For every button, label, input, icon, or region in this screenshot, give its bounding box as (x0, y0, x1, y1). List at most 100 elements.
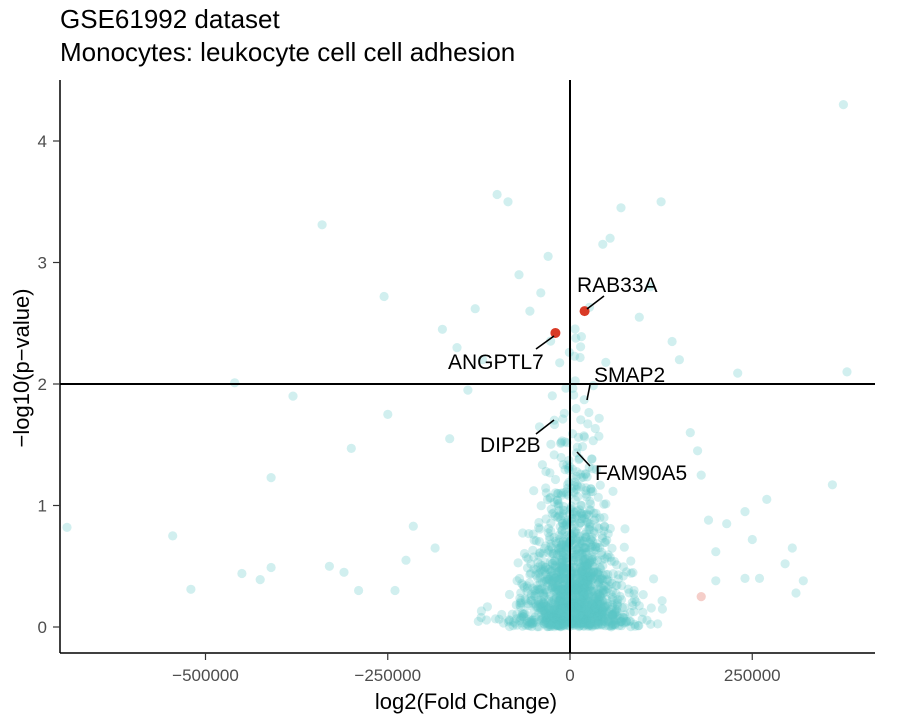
data-point (545, 605, 555, 615)
data-point (581, 594, 591, 604)
data-point (645, 282, 655, 292)
data-point (573, 579, 583, 589)
data-point (539, 599, 549, 609)
data-point (561, 549, 571, 559)
data-point (553, 489, 563, 499)
data-point (571, 550, 581, 560)
data-point (594, 413, 604, 423)
data-point (525, 306, 535, 316)
data-point (538, 605, 548, 615)
data-point (570, 583, 581, 593)
data-point (592, 599, 602, 609)
data-point (603, 598, 613, 609)
data-point (585, 605, 595, 615)
data-point (587, 561, 597, 571)
data-point (556, 597, 566, 607)
data-point (515, 600, 525, 610)
data-point (597, 533, 608, 543)
data-point (573, 615, 583, 625)
data-point (600, 537, 611, 548)
data-point (572, 586, 582, 596)
data-point (573, 583, 584, 593)
data-point (549, 618, 559, 628)
data-point (354, 585, 364, 596)
data-point (552, 620, 562, 630)
data-point (552, 620, 562, 630)
data-point (547, 548, 557, 558)
data-point (541, 483, 551, 493)
data-point (593, 616, 603, 627)
data-point (604, 607, 614, 617)
data-point (523, 601, 534, 611)
data-point (548, 558, 558, 568)
data-point (572, 510, 582, 521)
data-point (544, 545, 554, 555)
data-point (540, 617, 551, 627)
data-point (574, 591, 584, 601)
data-point (600, 602, 610, 613)
data-point (553, 585, 564, 595)
data-point (401, 555, 411, 565)
data-point (549, 508, 559, 518)
data-point (568, 487, 579, 497)
data-point (575, 579, 585, 589)
data-point (585, 582, 595, 592)
data-point (593, 610, 603, 620)
data-point (597, 531, 607, 541)
data-point (578, 603, 589, 613)
data-point (566, 619, 576, 629)
data-point (558, 511, 568, 521)
data-point (592, 555, 603, 565)
data-point (586, 484, 596, 494)
data-point (556, 612, 566, 622)
data-point (711, 547, 721, 557)
data-point (541, 601, 551, 611)
data-point (575, 583, 585, 593)
data-point (572, 567, 582, 577)
data-point (517, 579, 527, 589)
data-point (603, 616, 614, 626)
data-point (575, 613, 585, 623)
data-point (515, 613, 525, 623)
data-point (585, 556, 595, 566)
data-point (568, 567, 579, 577)
data-point (546, 599, 556, 609)
data-point (573, 569, 583, 579)
data-point (604, 621, 614, 631)
data-point (516, 588, 526, 598)
data-point (561, 553, 571, 563)
data-point (625, 607, 635, 618)
leader-line (535, 419, 555, 435)
data-point (505, 621, 515, 632)
data-point (583, 614, 593, 624)
data-point (557, 526, 567, 536)
data-point (589, 508, 599, 518)
data-point (601, 617, 611, 627)
data-point (562, 603, 572, 613)
data-point (408, 521, 418, 531)
data-point (578, 590, 588, 600)
data-point (558, 598, 568, 608)
data-point (544, 612, 554, 622)
data-point (543, 528, 553, 538)
data-point (589, 567, 599, 577)
data-point (594, 617, 604, 627)
data-point (518, 612, 528, 622)
data-point (531, 570, 541, 580)
data-point (529, 552, 539, 562)
data-point (581, 526, 592, 537)
data-point (583, 596, 593, 606)
data-point (600, 621, 611, 631)
gene-label: DIP2B (480, 434, 541, 457)
data-point (586, 576, 596, 586)
data-point (568, 602, 579, 612)
data-point (580, 557, 591, 567)
data-point (600, 537, 610, 548)
chart-subtitle: Monocytes: leukocyte cell cell adhesion (60, 37, 515, 67)
data-point (558, 518, 568, 528)
data-point (589, 605, 600, 615)
data-point (573, 521, 583, 531)
data-point (581, 619, 591, 629)
data-point (569, 598, 579, 608)
data-point (556, 574, 566, 584)
